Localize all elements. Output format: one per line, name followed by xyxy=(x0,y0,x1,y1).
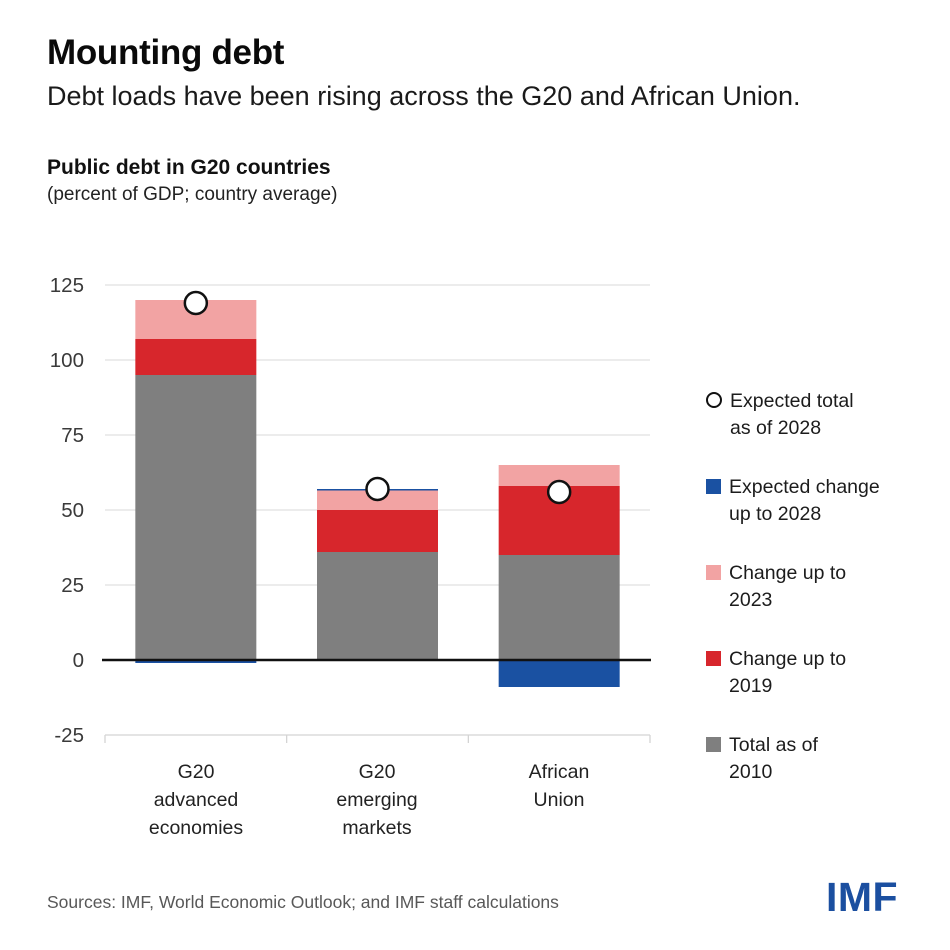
bar-segment xyxy=(135,339,257,375)
chart-title: Public debt in G20 countries xyxy=(47,156,331,179)
legend-item-expected-change: Expected change up to 2028 xyxy=(706,474,926,527)
bar-segment xyxy=(498,555,620,660)
y-tick-label: 125 xyxy=(50,274,84,297)
legend-item-expected-total: Expected total as of 2028 xyxy=(706,388,926,441)
y-tick-label: 50 xyxy=(61,499,84,522)
legend-label: Expected total as of 2028 xyxy=(730,390,854,439)
legend-label: Expected change up to 2028 xyxy=(729,476,880,525)
x-axis-label-emerging: G20 emerging markets xyxy=(336,761,418,839)
legend-label: Total as of 2010 xyxy=(729,734,818,783)
expected-total-marker xyxy=(183,290,209,316)
bar-segment xyxy=(135,660,257,663)
legend-swatch-pink-icon xyxy=(706,565,721,580)
x-axis-label-african-union: African Union xyxy=(528,761,590,811)
legend-item-change-2019: Change up to 2019 xyxy=(706,646,926,699)
legend-swatch-gray-icon xyxy=(706,737,721,752)
sources-note: Sources: IMF, World Economic Outlook; an… xyxy=(47,892,559,912)
chart-legend: Expected total as of 2028 Expected chang… xyxy=(706,388,926,818)
legend-circle-marker-icon xyxy=(706,392,722,408)
imf-logo: IMF xyxy=(826,874,899,920)
bar-segment xyxy=(498,465,620,486)
page-title: Mounting debt xyxy=(47,33,285,72)
legend-label: Change up to 2023 xyxy=(729,562,847,611)
page-subtitle: Debt loads have been rising across the G… xyxy=(47,81,801,111)
bar-segment xyxy=(498,660,620,687)
bar-segment xyxy=(317,552,438,660)
y-tick-label: 100 xyxy=(50,349,84,372)
bar-segment xyxy=(317,510,438,552)
legend-swatch-blue-icon xyxy=(706,479,721,494)
y-tick-label: 75 xyxy=(61,424,84,447)
y-tick-label: 25 xyxy=(61,574,84,597)
chart-subtitle: (percent of GDP; country average) xyxy=(47,184,338,205)
expected-total-marker xyxy=(365,476,390,502)
expected-total-marker xyxy=(546,479,572,505)
y-tick-label: 0 xyxy=(73,649,84,672)
y-tick-label: -25 xyxy=(54,724,84,747)
legend-item-total-2010: Total as of 2010 xyxy=(706,732,926,785)
legend-swatch-red-icon xyxy=(706,651,721,666)
legend-item-change-2023: Change up to 2023 xyxy=(706,560,926,613)
legend-label: Change up to 2019 xyxy=(729,648,847,697)
x-axis-label-advanced: G20 advanced economies xyxy=(148,761,244,839)
bar-segment xyxy=(135,375,257,660)
